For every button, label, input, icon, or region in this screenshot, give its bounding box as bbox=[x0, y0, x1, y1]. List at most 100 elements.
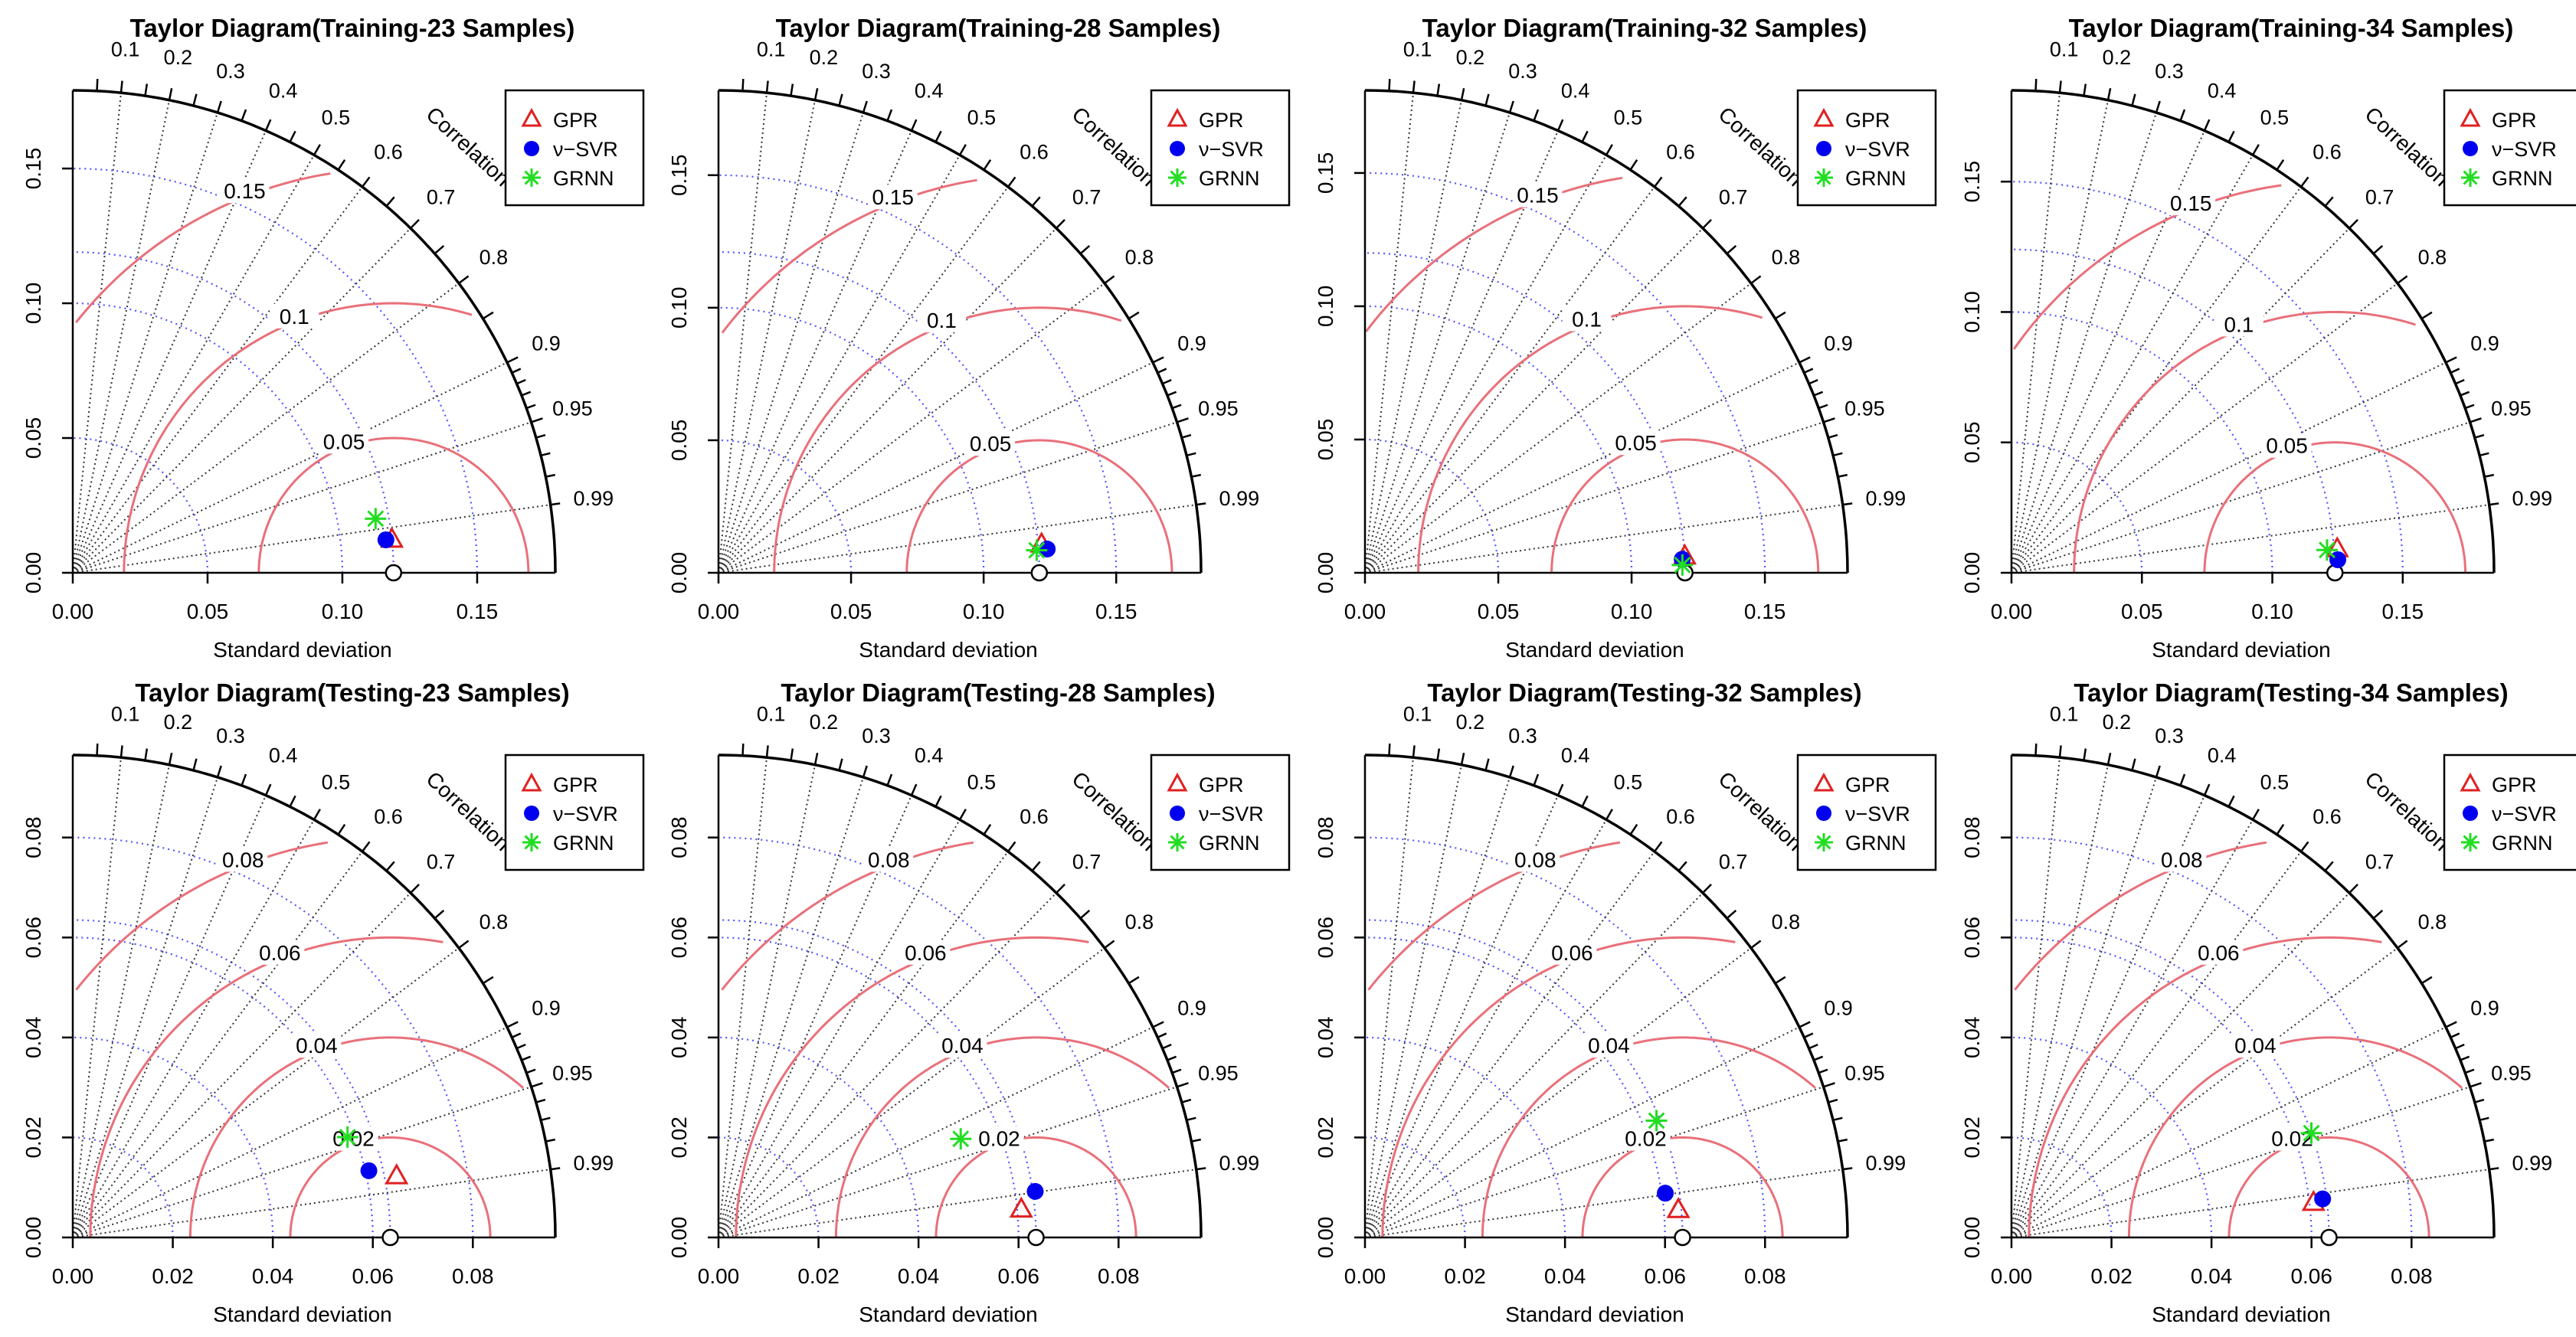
rmsd-label-bg bbox=[938, 1033, 987, 1058]
y-tick-label: 0.15 bbox=[1314, 152, 1337, 195]
corr-tick-label: 0.5 bbox=[967, 106, 997, 129]
corr-tick bbox=[550, 1167, 561, 1171]
x-axis-label: Standard deviation bbox=[1505, 1303, 1684, 1326]
corr-tick bbox=[2464, 1068, 2475, 1074]
corr-tick bbox=[1056, 218, 1065, 229]
rmsd-label-bg bbox=[220, 178, 270, 204]
rmsd-label-bg bbox=[270, 303, 319, 329]
legend-label: GRNN bbox=[2492, 832, 2553, 855]
legend-gpr-marker bbox=[521, 107, 542, 127]
y-tick-label: 0.15 bbox=[667, 155, 691, 197]
corr-tick bbox=[1653, 176, 1663, 188]
sd-grid-arc bbox=[2011, 1136, 2113, 1238]
corr-tick bbox=[1128, 311, 1140, 320]
corr-tick bbox=[1031, 196, 1041, 208]
x-tick-label: 0.00 bbox=[1991, 1264, 2033, 1288]
sd-grid-arc bbox=[72, 168, 478, 574]
correlation-ray bbox=[718, 892, 1057, 1238]
corr-tick bbox=[1157, 368, 1167, 374]
corr-tick bbox=[1484, 758, 1490, 771]
corr-tick bbox=[1828, 433, 1838, 439]
corr-tick bbox=[545, 1138, 555, 1142]
corr-tick bbox=[506, 1021, 519, 1028]
correlation-ray bbox=[72, 1086, 532, 1238]
corr-tick-label: 0.4 bbox=[269, 80, 298, 103]
grnn-stroke bbox=[2319, 541, 2335, 559]
corr-tick bbox=[337, 159, 346, 171]
corr-tick-label: 0.9 bbox=[1824, 332, 1853, 355]
corr-tick bbox=[1702, 883, 1712, 894]
rmsd-contour bbox=[123, 302, 473, 573]
rmsd-label: 0.06 bbox=[2198, 941, 2240, 965]
rmsd-label: 0.04 bbox=[296, 1034, 338, 1058]
rmsd-label-bg bbox=[2262, 433, 2312, 458]
reference-point bbox=[1674, 1228, 1691, 1247]
corr-tick bbox=[2058, 745, 2062, 758]
rmsd-contour bbox=[735, 936, 1089, 1238]
correlation-ray bbox=[718, 361, 1154, 574]
corr-tick bbox=[1079, 909, 1091, 920]
x-tick-label: 0.00 bbox=[52, 600, 94, 623]
x-tick-label: 0.04 bbox=[2191, 1264, 2233, 1288]
y-tick-label: 0.08 bbox=[1314, 816, 1337, 858]
legend-label: ν−SVR bbox=[553, 803, 618, 825]
grnn-point bbox=[2300, 1122, 2322, 1144]
y-tick-label: 0.02 bbox=[1314, 1116, 1337, 1159]
corr-tick-label: 0.5 bbox=[322, 770, 351, 793]
corr-tick-label: 0.1 bbox=[1403, 703, 1432, 726]
corr-tick bbox=[1750, 275, 1762, 285]
svr-point bbox=[1026, 1182, 1044, 1200]
legend-svr-marker bbox=[524, 141, 539, 156]
corr-tick bbox=[313, 144, 321, 156]
x-tick-label: 0.08 bbox=[1098, 1264, 1140, 1288]
corr-tick bbox=[506, 356, 519, 364]
corr-tick-label: 0.8 bbox=[1772, 910, 1801, 933]
rmsd-contour bbox=[2073, 311, 2416, 574]
corr-tick bbox=[2203, 783, 2211, 796]
grnn-stroke bbox=[2463, 170, 2478, 185]
corr-tick bbox=[1629, 824, 1638, 835]
corr-tick bbox=[313, 809, 321, 821]
corr-tick-label: 0.95 bbox=[1844, 397, 1885, 420]
y-tick-label: 0.00 bbox=[667, 552, 691, 594]
corr-tick bbox=[813, 88, 819, 100]
y-tick-label: 0.15 bbox=[1960, 161, 1984, 203]
corr-tick bbox=[289, 795, 296, 807]
corr-tick bbox=[482, 976, 494, 985]
outer-arc bbox=[1364, 753, 1849, 1238]
corr-tick-label: 0.9 bbox=[1177, 332, 1206, 355]
corr-tick-label: 0.6 bbox=[1666, 141, 1695, 164]
corr-tick bbox=[1388, 743, 1391, 756]
rmsd-label: 0.15 bbox=[2170, 191, 2212, 215]
legend-label: GRNN bbox=[553, 832, 614, 855]
rmsd-contour bbox=[89, 936, 444, 1238]
corr-tick bbox=[1162, 379, 1172, 385]
corr-tick bbox=[2397, 275, 2408, 285]
rmsd-contour bbox=[289, 1136, 492, 1237]
x-tick-label: 0.05 bbox=[830, 600, 872, 623]
corr-tick-label: 0.8 bbox=[480, 246, 509, 269]
correlation-ray bbox=[2011, 283, 2398, 574]
y-tick-label: 0.04 bbox=[1314, 1017, 1337, 1059]
grnn-stroke bbox=[2303, 1124, 2320, 1142]
outer-arc bbox=[72, 753, 557, 1238]
rmsd-label-bg bbox=[2214, 312, 2263, 337]
correlation-ray bbox=[72, 154, 315, 574]
corr-tick bbox=[289, 130, 296, 142]
gpr-point bbox=[1009, 1196, 1033, 1218]
correlation-axis-label: Correlation bbox=[1067, 102, 1160, 191]
corr-tick-label: 0.2 bbox=[1456, 711, 1485, 734]
grnn-stroke bbox=[1674, 556, 1691, 574]
legend-grnn-marker bbox=[1168, 833, 1187, 852]
corr-tick-label: 0.4 bbox=[915, 80, 944, 103]
correlation-axis-label: Correlation bbox=[2360, 767, 2453, 855]
corr-tick-label: 0.8 bbox=[2418, 910, 2447, 933]
corr-tick-label: 0.9 bbox=[1177, 997, 1206, 1020]
rmsd-contour bbox=[721, 178, 977, 334]
rmsd-contour bbox=[773, 306, 1122, 574]
reference-sd-arc bbox=[2011, 919, 2330, 1238]
x-tick-label: 0.02 bbox=[152, 1264, 194, 1288]
sd-grid-arc bbox=[718, 174, 1118, 574]
corr-tick-label: 0.99 bbox=[1866, 487, 1907, 510]
grnn-stroke bbox=[1170, 835, 1185, 850]
